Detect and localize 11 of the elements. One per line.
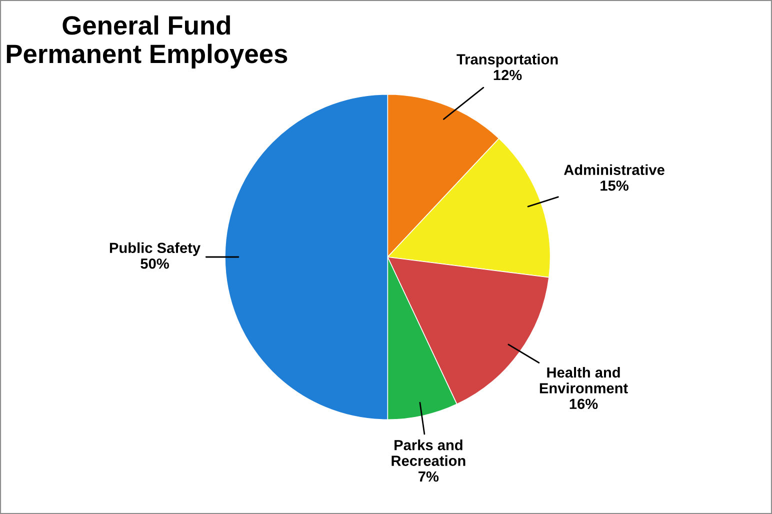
slice-label: Parks and Recreation: [392, 440, 466, 466]
data-label: 50%: [140, 258, 169, 269]
chart-title: General Fund Permanent Employees: [6, 15, 288, 68]
data-label: 16%: [570, 398, 598, 410]
slice-label: Transportation: [456, 54, 558, 68]
slice-label: Public Safety: [110, 242, 200, 256]
slice-label: Administrative: [564, 164, 664, 176]
slice-label: Health and Environment: [540, 366, 628, 394]
data-label: 15%: [600, 180, 628, 191]
data-label: 7%: [418, 471, 439, 482]
data-label: 12%: [494, 70, 522, 80]
